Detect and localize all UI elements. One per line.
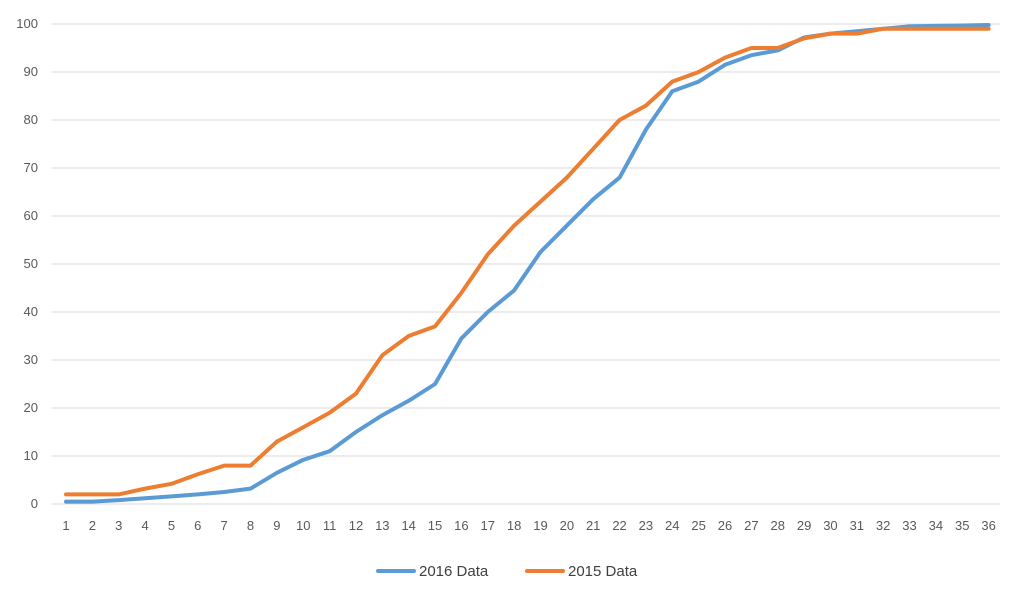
x-tick-label-10: 10 bbox=[296, 518, 310, 533]
x-tick-label-9: 9 bbox=[273, 518, 280, 533]
x-tick-label-7: 7 bbox=[221, 518, 228, 533]
x-tick-label-4: 4 bbox=[141, 518, 148, 533]
x-tick-label-14: 14 bbox=[401, 518, 415, 533]
x-tick-label-15: 15 bbox=[428, 518, 442, 533]
x-tick-label-32: 32 bbox=[876, 518, 890, 533]
x-tick-label-34: 34 bbox=[929, 518, 943, 533]
x-tick-label-26: 26 bbox=[718, 518, 732, 533]
legend-label-2015-data: 2015 Data bbox=[568, 563, 638, 580]
x-tick-label-16: 16 bbox=[454, 518, 468, 533]
x-axis-ticks: 1 2 3 4 5 6 7 8 9 10 11 12 13 14 15 16 17 18 19 20 21 22 23 24 2… bbox=[62, 518, 995, 533]
series-line-2015-data bbox=[64, 26, 991, 497]
gridlines bbox=[52, 23, 1000, 505]
x-tick-label-24: 24 bbox=[665, 518, 679, 533]
series-line-2016-data bbox=[64, 22, 991, 504]
y-tick-label-20: 20 bbox=[24, 400, 38, 415]
x-tick-label-17: 17 bbox=[481, 518, 495, 533]
x-tick-label-2: 2 bbox=[89, 518, 96, 533]
x-tick-label-23: 23 bbox=[639, 518, 653, 533]
x-tick-label-21: 21 bbox=[586, 518, 600, 533]
x-tick-label-31: 31 bbox=[850, 518, 864, 533]
x-tick-label-6: 6 bbox=[194, 518, 201, 533]
x-tick-label-27: 27 bbox=[744, 518, 758, 533]
x-tick-label-18: 18 bbox=[507, 518, 521, 533]
x-tick-label-30: 30 bbox=[823, 518, 837, 533]
x-tick-label-3: 3 bbox=[115, 518, 122, 533]
y-tick-label-0: 0 bbox=[31, 496, 38, 511]
x-tick-label-19: 19 bbox=[533, 518, 547, 533]
y-tick-label-10: 10 bbox=[24, 448, 38, 463]
legend-label-2016-data: 2016 Data bbox=[419, 563, 489, 580]
y-tick-label-70: 70 bbox=[24, 160, 38, 175]
x-tick-label-13: 13 bbox=[375, 518, 389, 533]
y-tick-label-80: 80 bbox=[24, 112, 38, 127]
x-tick-label-12: 12 bbox=[349, 518, 363, 533]
x-tick-label-1: 1 bbox=[62, 518, 69, 533]
series-lines bbox=[64, 22, 991, 504]
x-tick-label-25: 25 bbox=[691, 518, 705, 533]
y-tick-label-40: 40 bbox=[24, 304, 38, 319]
x-tick-label-22: 22 bbox=[612, 518, 626, 533]
x-tick-label-5: 5 bbox=[168, 518, 175, 533]
x-tick-label-29: 29 bbox=[797, 518, 811, 533]
y-tick-label-90: 90 bbox=[24, 64, 38, 79]
x-tick-label-33: 33 bbox=[902, 518, 916, 533]
y-tick-label-60: 60 bbox=[24, 208, 38, 223]
x-tick-label-8: 8 bbox=[247, 518, 254, 533]
x-tick-label-20: 20 bbox=[560, 518, 574, 533]
y-tick-label-100: 100 bbox=[16, 16, 38, 31]
x-tick-label-36: 36 bbox=[981, 518, 995, 533]
series-points-2016-data bbox=[66, 25, 989, 502]
x-tick-label-35: 35 bbox=[955, 518, 969, 533]
legend: 2016 Data 2015 Data bbox=[376, 563, 638, 580]
y-axis-ticks: 0 10 20 30 40 50 60 70 80 90 100 bbox=[16, 16, 38, 511]
y-tick-label-50: 50 bbox=[24, 256, 38, 271]
x-tick-label-28: 28 bbox=[770, 518, 784, 533]
y-tick-label-30: 30 bbox=[24, 352, 38, 367]
series-points-2015-data bbox=[66, 29, 989, 495]
x-tick-label-11: 11 bbox=[323, 518, 337, 533]
